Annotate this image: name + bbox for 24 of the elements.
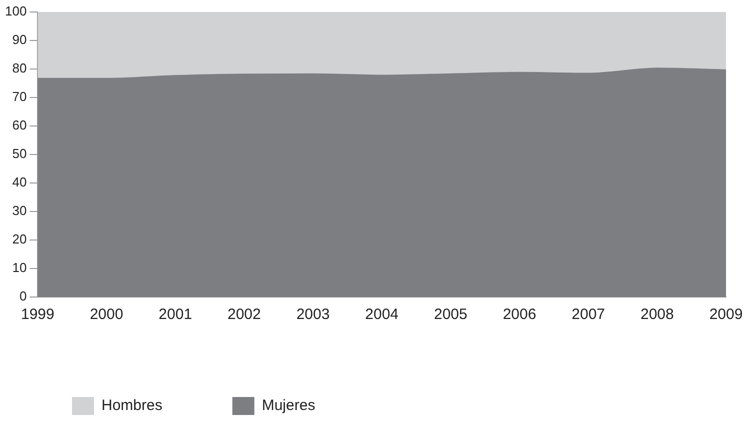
y-tick-label: 50 <box>12 146 27 162</box>
x-tick-label: 2007 <box>572 306 606 324</box>
y-tick-label: 60 <box>12 118 27 133</box>
x-tick-label: 2009 <box>709 306 743 324</box>
x-tick-label: 2005 <box>434 306 468 324</box>
y-tick-label: 40 <box>12 174 27 190</box>
x-tick-label: 2004 <box>365 306 399 324</box>
legend-label: Mujeres <box>262 397 316 414</box>
y-tick-label: 0 <box>19 288 27 304</box>
x-tick-label: 2003 <box>296 306 330 324</box>
x-tick-label: 1999 <box>21 306 54 324</box>
legend-label: Hombres <box>102 397 162 414</box>
x-tick-label: 2001 <box>158 306 192 324</box>
y-tick-label: 70 <box>12 89 27 104</box>
x-tick-label: 2006 <box>502 306 536 324</box>
x-tick-label: 2002 <box>227 306 261 324</box>
y-tick-label: 30 <box>12 203 27 218</box>
y-tick-label: 80 <box>12 60 27 76</box>
y-tick-label: 90 <box>12 32 27 48</box>
y-tick-label: 100 <box>4 4 27 19</box>
x-tick-label: 2008 <box>640 306 674 324</box>
x-tick-label: 2000 <box>90 306 124 324</box>
y-tick-label: 20 <box>12 232 27 247</box>
y-tick-label: 10 <box>12 260 27 276</box>
